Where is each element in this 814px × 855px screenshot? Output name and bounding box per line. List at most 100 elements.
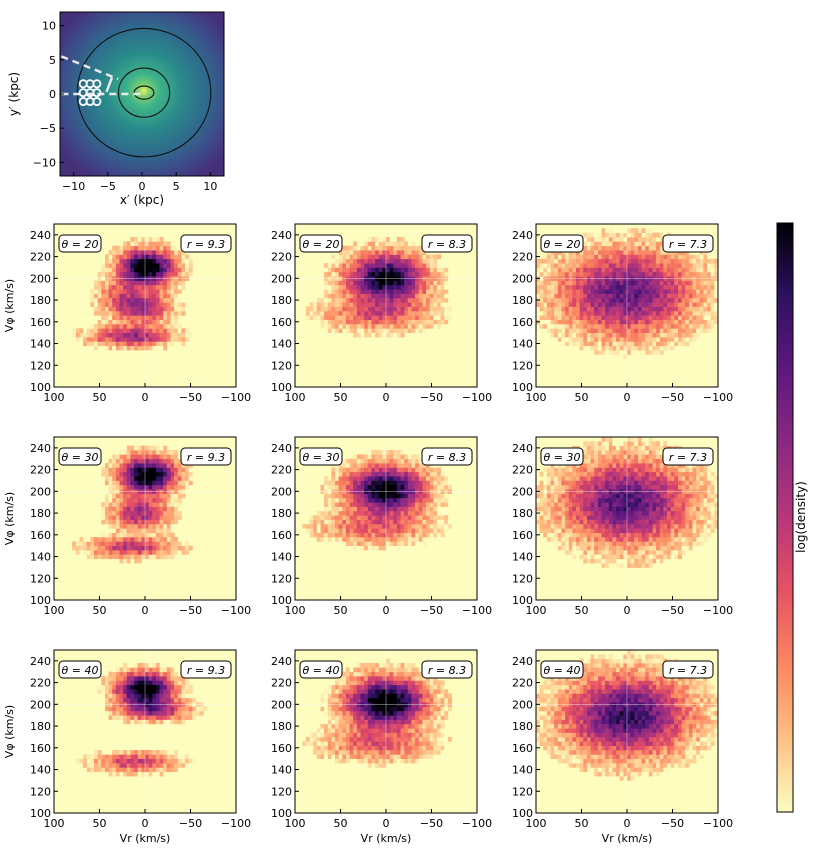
density-cell [583, 450, 588, 455]
density-cell [166, 337, 171, 342]
density-cell [346, 250, 350, 255]
density-cell [148, 310, 153, 316]
density-cell [692, 289, 697, 294]
density-cell [353, 532, 358, 538]
density-cell [590, 523, 595, 529]
density-cell [145, 550, 149, 555]
density-cell [554, 324, 559, 329]
density-cell [648, 523, 653, 529]
density-cell [97, 306, 102, 312]
density-cell [371, 537, 376, 542]
density-cell [550, 476, 555, 481]
y-tick-label: 100 [30, 381, 51, 394]
density-cell [590, 445, 595, 451]
density-cell [386, 258, 390, 264]
density-cell [97, 324, 102, 329]
density-cell [637, 241, 642, 247]
density-cell [181, 271, 186, 277]
density-cell [155, 332, 160, 338]
density-cell [565, 271, 570, 277]
density-cell [400, 237, 405, 242]
density-cell [590, 337, 595, 342]
density-cell [663, 258, 668, 264]
density-cell [166, 297, 171, 303]
x-tick-label: 50 [334, 391, 348, 404]
density-cell [404, 463, 409, 468]
density-cell [335, 519, 339, 525]
density-cell [335, 484, 339, 490]
density-cell [648, 445, 653, 451]
density-cell [364, 515, 369, 520]
density-cell [94, 284, 98, 290]
density-cell [616, 315, 621, 320]
density-cell [119, 554, 124, 560]
density-cell [349, 245, 354, 251]
density-cell [145, 297, 149, 303]
density-cell [710, 267, 715, 273]
density-cell [630, 319, 635, 325]
density-cell [437, 310, 441, 316]
density-cell [422, 271, 427, 277]
density-cell [616, 467, 621, 473]
density-cell [601, 454, 606, 460]
density-cell [83, 537, 88, 542]
density-cell [335, 254, 339, 260]
density-cell [342, 484, 347, 490]
density-cell [396, 315, 401, 320]
density-cell [335, 280, 339, 286]
density-cell [568, 306, 573, 312]
density-cell [590, 250, 595, 255]
density-cell [393, 528, 398, 533]
density-cell [364, 289, 369, 294]
density-cell [378, 297, 383, 303]
density-cell [561, 510, 566, 516]
density-cell [648, 258, 653, 264]
density-cell [148, 245, 153, 251]
density-cell [652, 297, 657, 303]
density-cell [148, 480, 153, 486]
density-cell [349, 297, 354, 303]
density-cell [126, 341, 131, 347]
density-cell [568, 541, 573, 546]
density-cell [145, 250, 149, 255]
density-cell [123, 502, 128, 507]
density-cell [400, 284, 405, 290]
density-cell [539, 528, 544, 533]
density-cell [623, 293, 628, 299]
density-cell [141, 284, 146, 290]
x-tick-label: 0 [383, 391, 390, 404]
density-cell [587, 263, 591, 268]
density-cell [568, 297, 573, 303]
density-cell [335, 532, 339, 538]
density-cell [605, 332, 610, 338]
density-cell [667, 293, 671, 299]
density-cell [546, 493, 551, 499]
density-cell [630, 250, 635, 255]
density-cell [324, 315, 329, 320]
density-cell [557, 289, 562, 294]
density-cell [174, 450, 179, 455]
density-cell [115, 467, 120, 473]
density-cell [543, 293, 548, 299]
density-cell [112, 528, 117, 533]
density-cell [612, 271, 617, 277]
density-cell [561, 284, 566, 290]
density-cells [302, 450, 452, 551]
theta-label-box [299, 234, 343, 253]
y-tick-label: 100 [512, 381, 533, 394]
density-cell [656, 315, 661, 320]
density-cell [616, 254, 621, 260]
density-cell [554, 258, 559, 264]
density-cell [90, 541, 95, 546]
density-cell [145, 545, 149, 551]
density-cell [619, 324, 624, 329]
density-cell [375, 480, 380, 486]
density-cell [546, 263, 551, 268]
density-cell [105, 497, 109, 503]
density-cell [550, 541, 555, 546]
density-cell [364, 332, 369, 338]
density-cell [123, 528, 128, 533]
density-cell [634, 241, 639, 247]
density-cell [371, 250, 376, 255]
density-cell [134, 297, 139, 303]
